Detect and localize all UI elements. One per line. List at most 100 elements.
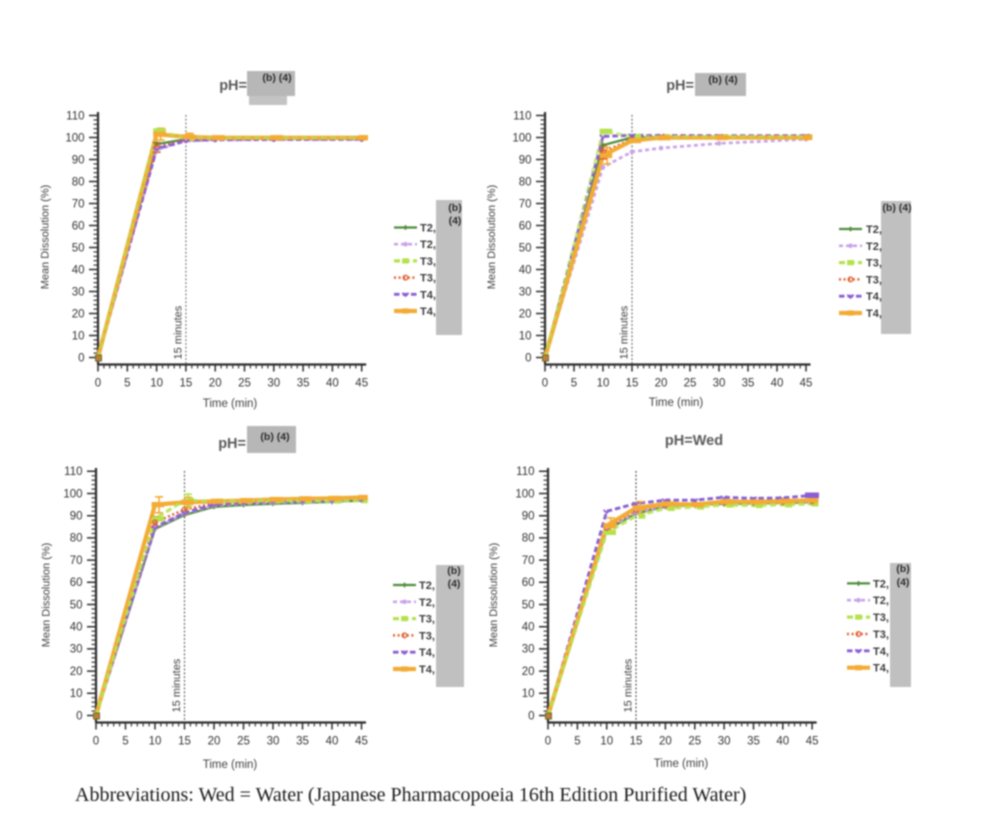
svg-text:Time (min): Time (min): [649, 397, 704, 409]
svg-text:10: 10: [150, 378, 163, 390]
svg-text:10: 10: [72, 330, 85, 342]
svg-text:45: 45: [806, 736, 819, 748]
svg-text:90: 90: [72, 154, 85, 166]
svg-text:0: 0: [528, 710, 534, 722]
svg-text:30: 30: [519, 286, 532, 298]
svg-text:40: 40: [70, 622, 83, 634]
svg-text:40: 40: [326, 736, 339, 748]
svg-text:60: 60: [519, 220, 532, 232]
svg-text:T3,: T3,: [420, 256, 436, 268]
svg-text:40: 40: [72, 264, 85, 276]
svg-text:100: 100: [65, 132, 84, 144]
svg-text:50: 50: [522, 599, 535, 611]
svg-text:T4,: T4,: [420, 289, 436, 301]
svg-text:pH=: pH=: [666, 78, 694, 94]
svg-text:0: 0: [525, 352, 531, 364]
svg-text:10: 10: [600, 736, 613, 748]
svg-text:15 minutes: 15 minutes: [623, 658, 635, 712]
svg-text:(b): (b): [448, 202, 461, 214]
svg-text:15 minutes: 15 minutes: [619, 305, 631, 359]
svg-text:20: 20: [70, 666, 83, 678]
svg-text:pH=: pH=: [218, 436, 246, 452]
svg-text:90: 90: [522, 511, 535, 523]
svg-text:5: 5: [571, 378, 577, 390]
svg-text:40: 40: [776, 736, 789, 748]
svg-text:T2,: T2,: [419, 597, 435, 609]
svg-text:40: 40: [326, 378, 339, 390]
svg-text:30: 30: [713, 378, 726, 390]
svg-text:T3,: T3,: [419, 630, 435, 642]
svg-text:25: 25: [238, 378, 251, 390]
svg-text:45: 45: [355, 736, 368, 748]
svg-text:15 minutes: 15 minutes: [172, 305, 184, 359]
svg-text:25: 25: [237, 736, 250, 748]
svg-text:T4,: T4,: [866, 291, 882, 303]
svg-text:15: 15: [626, 378, 639, 390]
svg-text:pH=Wed: pH=Wed: [665, 433, 723, 449]
svg-text:Abbreviations: Wed = Water (Ja: Abbreviations: Wed = Water (Japanese Pha…: [75, 784, 746, 806]
svg-text:10: 10: [522, 688, 535, 700]
svg-text:Mean Dissolution (%): Mean Dissolution (%): [40, 185, 52, 290]
svg-text:0: 0: [545, 736, 551, 748]
svg-text:T3,: T3,: [420, 273, 436, 285]
svg-text:60: 60: [522, 577, 535, 589]
svg-text:110: 110: [516, 466, 534, 478]
svg-text:(b) (4): (b) (4): [260, 431, 289, 443]
svg-text:10: 10: [70, 688, 83, 700]
svg-text:T3,: T3,: [419, 614, 435, 626]
svg-text:70: 70: [519, 198, 532, 210]
svg-text:100: 100: [512, 132, 531, 144]
svg-text:50: 50: [70, 599, 83, 611]
svg-text:5: 5: [574, 736, 580, 748]
svg-text:70: 70: [522, 555, 535, 567]
svg-text:35: 35: [297, 378, 310, 390]
svg-text:T4,: T4,: [419, 664, 435, 676]
svg-text:0: 0: [95, 378, 101, 390]
svg-text:30: 30: [267, 378, 280, 390]
svg-text:25: 25: [684, 378, 697, 390]
svg-text:110: 110: [64, 466, 82, 478]
svg-text:30: 30: [70, 644, 83, 656]
svg-text:(b) (4): (b) (4): [882, 202, 911, 214]
svg-text:T3,: T3,: [873, 629, 889, 641]
svg-text:40: 40: [522, 622, 535, 634]
svg-text:T3,: T3,: [873, 612, 889, 624]
svg-text:pH=: pH=: [219, 78, 247, 94]
svg-text:15 minutes: 15 minutes: [171, 658, 183, 712]
svg-text:45: 45: [355, 378, 368, 390]
svg-text:T3,: T3,: [866, 274, 882, 286]
svg-text:Mean Dissolution (%): Mean Dissolution (%): [486, 185, 498, 290]
svg-text:90: 90: [519, 154, 532, 166]
svg-text:T2,: T2,: [866, 241, 882, 253]
svg-text:0: 0: [542, 378, 548, 390]
svg-text:110: 110: [66, 110, 84, 122]
svg-text:0: 0: [93, 736, 99, 748]
svg-text:T4,: T4,: [420, 306, 436, 318]
svg-text:0: 0: [78, 352, 84, 364]
svg-text:15: 15: [630, 736, 643, 748]
svg-text:(4): (4): [448, 578, 461, 590]
svg-text:20: 20: [209, 378, 222, 390]
svg-text:50: 50: [72, 242, 85, 254]
svg-text:90: 90: [70, 511, 83, 523]
svg-text:40: 40: [519, 264, 532, 276]
svg-text:60: 60: [70, 577, 83, 589]
svg-text:(b) (4): (b) (4): [262, 72, 291, 84]
svg-text:110: 110: [513, 110, 531, 122]
svg-text:0: 0: [76, 710, 82, 722]
svg-text:30: 30: [267, 736, 280, 748]
svg-text:30: 30: [718, 736, 731, 748]
svg-text:15: 15: [180, 378, 193, 390]
svg-text:15: 15: [178, 736, 191, 748]
svg-text:20: 20: [519, 308, 532, 320]
svg-text:T2,: T2,: [419, 580, 435, 592]
svg-text:Time (min): Time (min): [654, 758, 709, 770]
svg-text:35: 35: [742, 378, 755, 390]
svg-text:50: 50: [519, 242, 532, 254]
svg-text:100: 100: [63, 488, 82, 500]
svg-text:Time (min): Time (min): [203, 759, 258, 771]
svg-text:10: 10: [519, 330, 532, 342]
svg-text:T4,: T4,: [873, 663, 889, 675]
svg-text:Time (min): Time (min): [203, 398, 258, 410]
svg-text:40: 40: [771, 378, 784, 390]
